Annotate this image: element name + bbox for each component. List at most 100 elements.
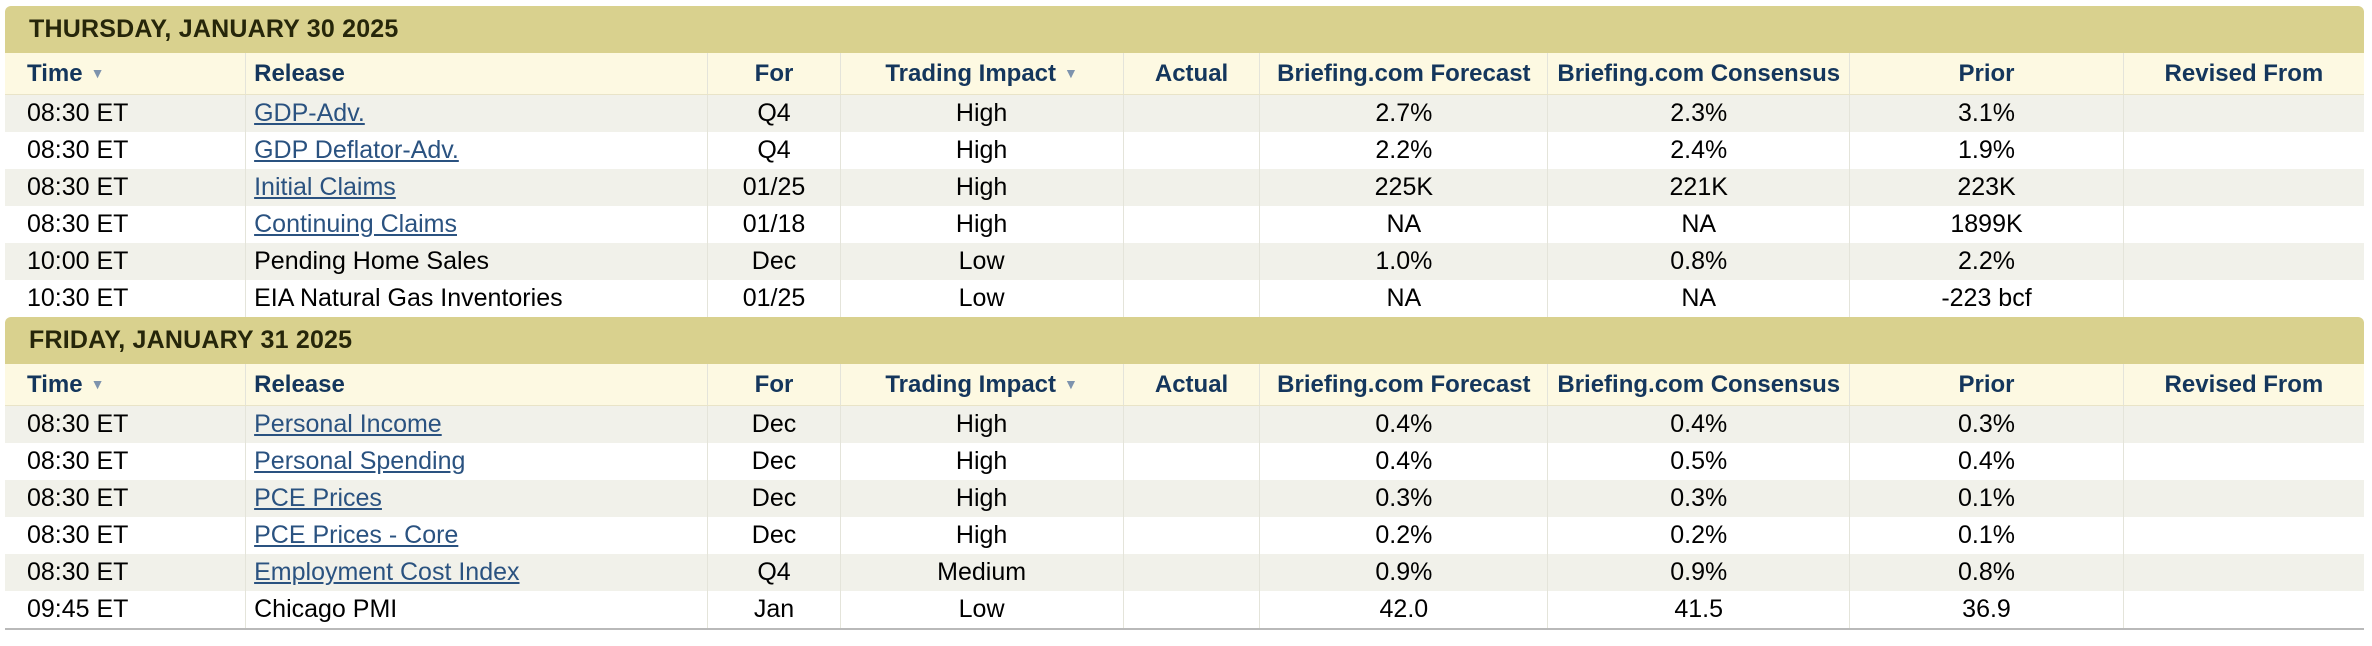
release-link[interactable]: Personal Spending bbox=[254, 447, 466, 475]
column-header-actual: Actual bbox=[1123, 53, 1261, 95]
actual-cell bbox=[1123, 443, 1261, 480]
release-link[interactable]: Initial Claims bbox=[254, 173, 396, 201]
impact-cell: High bbox=[840, 206, 1124, 243]
column-header-time[interactable]: Time ▼ bbox=[5, 53, 247, 95]
column-header-actual: Actual bbox=[1123, 364, 1261, 406]
forecast-cell: 42.0 bbox=[1259, 591, 1549, 629]
prior-cell: 0.1% bbox=[1849, 517, 2124, 554]
column-header-release: Release bbox=[245, 53, 709, 95]
day-header-row: THURSDAY, JANUARY 30 2025 bbox=[5, 6, 2364, 53]
consensus-cell: 2.4% bbox=[1547, 132, 1851, 169]
time-cell: 08:30 ET bbox=[5, 206, 247, 243]
column-header-label: For bbox=[754, 59, 794, 87]
release-link[interactable]: PCE Prices - Core bbox=[254, 521, 459, 549]
forecast-cell: 225K bbox=[1259, 169, 1549, 206]
revised-cell bbox=[2123, 517, 2364, 554]
column-header-prior: Prior bbox=[1849, 53, 2124, 95]
column-header-consensus: Briefing.com Consensus bbox=[1547, 53, 1851, 95]
impact-cell: High bbox=[840, 405, 1124, 443]
release-link[interactable]: Continuing Claims bbox=[254, 210, 457, 238]
consensus-cell: 0.2% bbox=[1547, 517, 1851, 554]
column-header-forecast: Briefing.com Forecast bbox=[1259, 53, 1549, 95]
time-cell: 09:45 ET bbox=[5, 591, 247, 629]
economic-calendar: THURSDAY, JANUARY 30 2025 Time ▼ Release … bbox=[5, 6, 2364, 630]
forecast-cell: 0.9% bbox=[1259, 554, 1549, 591]
column-header-label: Release bbox=[254, 59, 345, 87]
day-header-row: FRIDAY, JANUARY 31 2025 bbox=[5, 317, 2364, 364]
revised-cell bbox=[2123, 243, 2364, 280]
release-link[interactable]: Personal Income bbox=[254, 410, 442, 438]
prior-cell: 0.8% bbox=[1849, 554, 2124, 591]
forecast-cell: 0.3% bbox=[1259, 480, 1549, 517]
column-header-label: Trading Impact bbox=[885, 59, 1057, 87]
table-row: 08:30 ET Employment Cost Index Q4 Medium… bbox=[5, 554, 2364, 591]
column-header-for: For bbox=[707, 53, 841, 95]
table-row: 08:30 ET GDP Deflator-Adv. Q4 High 2.2% … bbox=[5, 132, 2364, 169]
actual-cell bbox=[1123, 280, 1261, 317]
consensus-cell: 2.3% bbox=[1547, 94, 1851, 132]
release-link[interactable]: GDP Deflator-Adv. bbox=[254, 136, 459, 164]
sort-desc-icon[interactable]: ▼ bbox=[1064, 375, 1078, 392]
prior-cell: 36.9 bbox=[1849, 591, 2124, 629]
release-label: Chicago PMI bbox=[254, 595, 398, 623]
column-header-release: Release bbox=[245, 364, 709, 406]
table-row: 09:45 ET Chicago PMI Jan Low 42.0 41.5 3… bbox=[5, 591, 2364, 629]
time-cell: 10:30 ET bbox=[5, 280, 247, 317]
column-header-for: For bbox=[707, 364, 841, 406]
sort-desc-icon[interactable]: ▼ bbox=[90, 64, 105, 81]
release-link[interactable]: PCE Prices bbox=[254, 484, 382, 512]
prior-cell: 1899K bbox=[1849, 206, 2124, 243]
column-header-label: Revised From bbox=[2164, 370, 2324, 398]
time-cell: 08:30 ET bbox=[5, 443, 247, 480]
consensus-cell: 0.4% bbox=[1547, 405, 1851, 443]
forecast-cell: 2.7% bbox=[1259, 94, 1549, 132]
release-label: Pending Home Sales bbox=[254, 247, 489, 275]
forecast-cell: 0.2% bbox=[1259, 517, 1549, 554]
release-link[interactable]: GDP-Adv. bbox=[254, 99, 365, 127]
impact-cell: Low bbox=[840, 280, 1124, 317]
impact-cell: High bbox=[840, 169, 1124, 206]
impact-cell: High bbox=[840, 443, 1124, 480]
time-cell: 10:00 ET bbox=[5, 243, 247, 280]
release-label: EIA Natural Gas Inventories bbox=[254, 284, 563, 312]
prior-cell: 3.1% bbox=[1849, 94, 2124, 132]
actual-cell bbox=[1123, 206, 1261, 243]
actual-cell bbox=[1123, 405, 1261, 443]
column-header-time[interactable]: Time ▼ bbox=[5, 364, 247, 406]
consensus-cell: NA bbox=[1547, 206, 1851, 243]
impact-cell: High bbox=[840, 480, 1124, 517]
revised-cell bbox=[2123, 132, 2364, 169]
time-cell: 08:30 ET bbox=[5, 169, 247, 206]
for-cell: Q4 bbox=[707, 94, 841, 132]
column-header-label: Revised From bbox=[2164, 59, 2324, 87]
column-header-trading-impact[interactable]: Trading Impact ▼ bbox=[840, 53, 1124, 95]
for-cell: Q4 bbox=[707, 132, 841, 169]
for-cell: Dec bbox=[707, 405, 841, 443]
column-header-trading-impact[interactable]: Trading Impact ▼ bbox=[840, 364, 1124, 406]
actual-cell bbox=[1123, 517, 1261, 554]
for-cell: Dec bbox=[707, 517, 841, 554]
column-header-row: Time ▼ Release For Trading Impact ▼ Actual… bbox=[5, 364, 2364, 406]
revised-cell bbox=[2123, 480, 2364, 517]
sort-desc-icon[interactable]: ▼ bbox=[1064, 64, 1078, 81]
forecast-cell: 0.4% bbox=[1259, 405, 1549, 443]
column-header-label: Briefing.com Consensus bbox=[1557, 59, 1841, 87]
time-cell: 08:30 ET bbox=[5, 554, 247, 591]
for-cell: Q4 bbox=[707, 554, 841, 591]
sort-desc-icon[interactable]: ▼ bbox=[90, 375, 105, 392]
actual-cell bbox=[1123, 243, 1261, 280]
table-row: 10:00 ET Pending Home Sales Dec Low 1.0%… bbox=[5, 243, 2364, 280]
release-link[interactable]: Employment Cost Index bbox=[254, 558, 520, 586]
table-row: 08:30 ET PCE Prices Dec High 0.3% 0.3% 0… bbox=[5, 480, 2364, 517]
revised-cell bbox=[2123, 280, 2364, 317]
column-header-label: Trading Impact bbox=[885, 370, 1057, 398]
column-header-label: Prior bbox=[1958, 59, 2015, 87]
for-cell: 01/18 bbox=[707, 206, 841, 243]
forecast-cell: NA bbox=[1259, 206, 1549, 243]
for-cell: 01/25 bbox=[707, 169, 841, 206]
consensus-cell: 0.8% bbox=[1547, 243, 1851, 280]
consensus-cell: NA bbox=[1547, 280, 1851, 317]
column-header-consensus: Briefing.com Consensus bbox=[1547, 364, 1851, 406]
economic-calendar-table: THURSDAY, JANUARY 30 2025 Time ▼ Release … bbox=[5, 6, 2364, 630]
actual-cell bbox=[1123, 591, 1261, 629]
